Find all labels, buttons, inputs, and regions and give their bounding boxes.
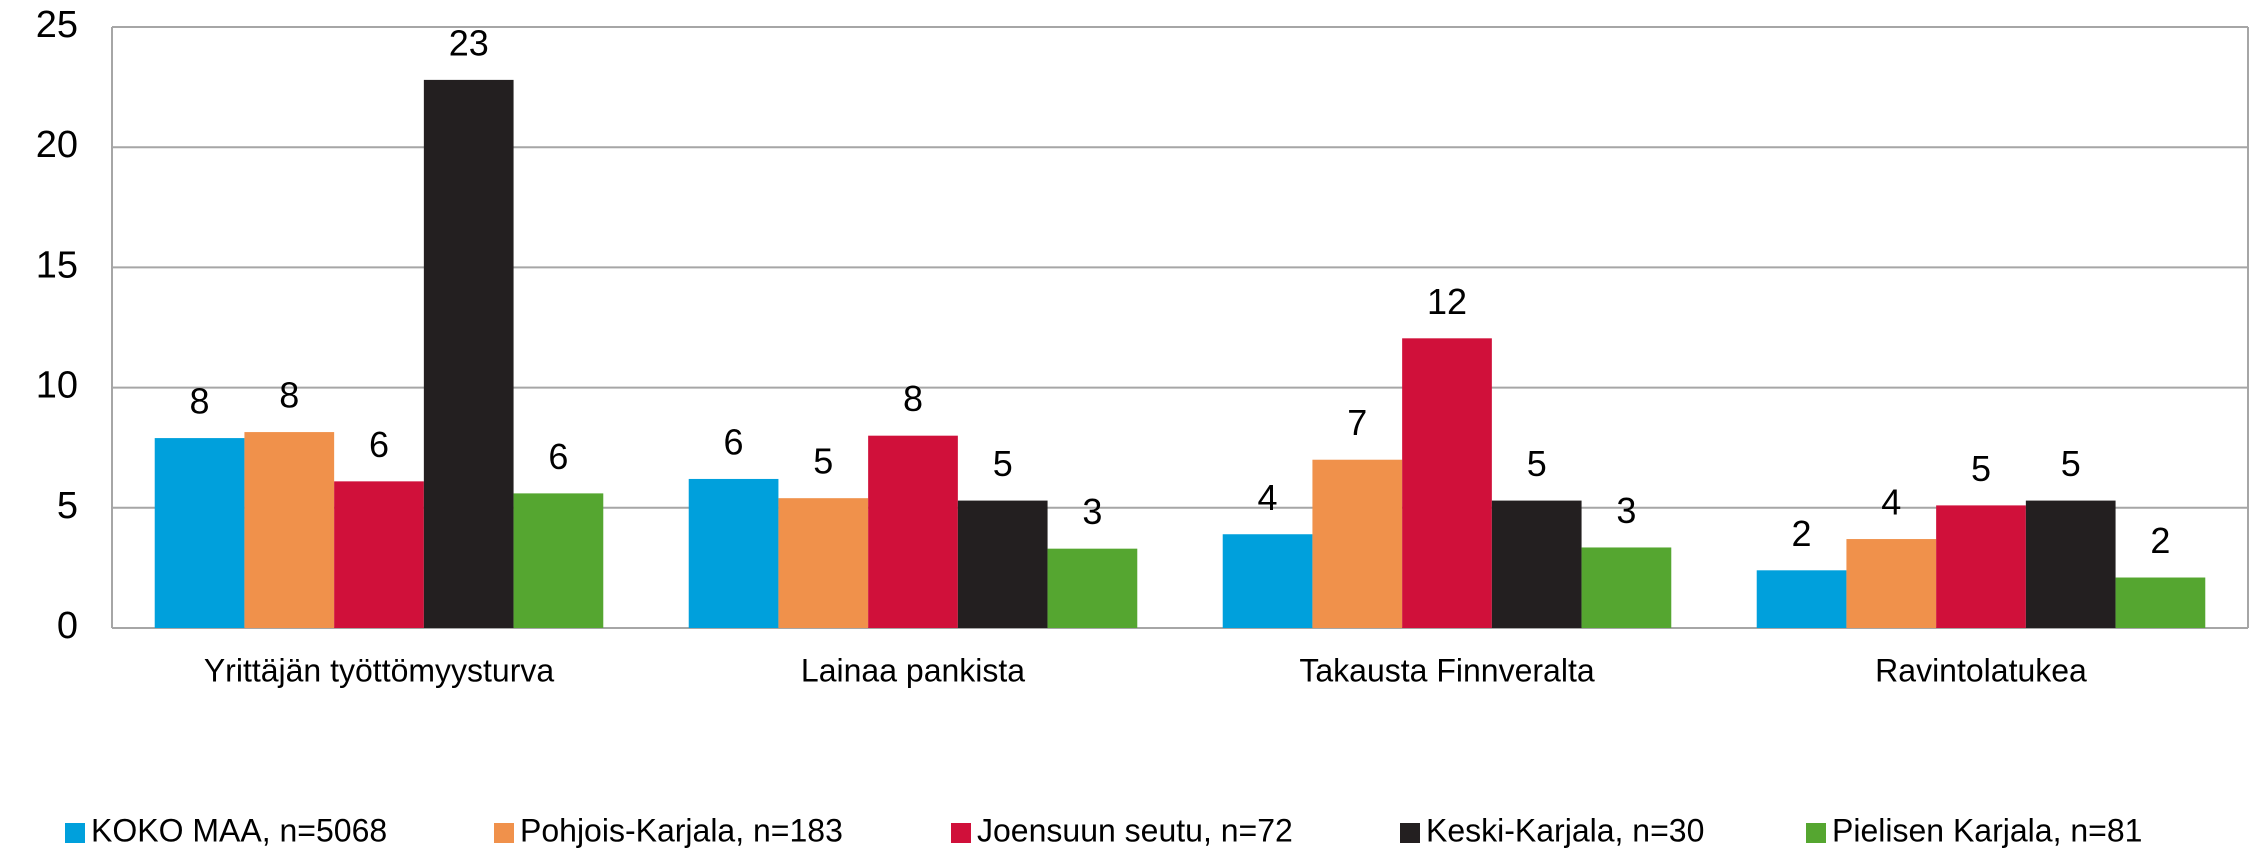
bar xyxy=(1756,570,1847,628)
bar xyxy=(1491,500,1582,628)
value-label: 6 xyxy=(369,424,389,465)
legend-swatch xyxy=(494,823,514,843)
y-tick-label: 5 xyxy=(57,485,78,527)
bar xyxy=(513,493,604,628)
value-label: 4 xyxy=(1258,477,1278,518)
bar xyxy=(1936,505,2026,628)
value-label: 2 xyxy=(1792,513,1812,554)
y-tick-label: 25 xyxy=(36,4,78,46)
x-tick-label: Ravintolatukea xyxy=(1875,652,2087,688)
value-label: 5 xyxy=(2061,443,2081,484)
value-label: 8 xyxy=(190,381,210,422)
value-label: 7 xyxy=(1347,402,1367,443)
legend-label: KOKO MAA, n=5068 xyxy=(91,812,387,848)
bar xyxy=(423,79,514,628)
bar xyxy=(1402,338,1492,628)
value-label: 3 xyxy=(1616,490,1636,531)
legend-label: Joensuun seutu, n=72 xyxy=(977,812,1293,848)
value-label: 2 xyxy=(2150,520,2170,561)
legend-label: Keski-Karjala, n=30 xyxy=(1426,812,1704,848)
legend-label: Pohjois-Karjala, n=183 xyxy=(520,812,843,848)
bar xyxy=(244,432,335,628)
y-tick-label: 10 xyxy=(36,365,78,407)
value-label: 8 xyxy=(903,378,923,419)
x-tick-label: Yrittäjän työttömyysturva xyxy=(204,652,555,688)
bar xyxy=(1581,547,1672,628)
bar xyxy=(1312,459,1403,628)
y-tick-label: 20 xyxy=(36,124,78,166)
x-tick-label: Takausta Finnveralta xyxy=(1299,652,1594,688)
value-label: 23 xyxy=(449,22,489,63)
bar xyxy=(2115,577,2206,628)
value-label: 3 xyxy=(1082,491,1102,532)
legend-label: Pielisen Karjala, n=81 xyxy=(1832,812,2142,848)
bar xyxy=(688,478,779,628)
x-tick-label: Lainaa pankista xyxy=(801,652,1025,688)
y-tick-label: 0 xyxy=(57,605,78,647)
legend-swatch xyxy=(1400,823,1420,843)
bar xyxy=(154,438,245,628)
legend-swatch xyxy=(65,823,85,843)
bar xyxy=(957,500,1048,628)
value-label: 5 xyxy=(813,441,833,482)
bar xyxy=(2025,500,2116,628)
bar xyxy=(1047,548,1138,628)
bar xyxy=(1846,539,1937,628)
value-label: 6 xyxy=(548,436,568,477)
value-label: 6 xyxy=(724,421,744,462)
bar xyxy=(868,435,958,628)
value-label: 12 xyxy=(1427,281,1467,322)
bar xyxy=(778,498,869,628)
value-label: 5 xyxy=(1527,443,1547,484)
value-label: 5 xyxy=(1971,448,1991,489)
value-label: 4 xyxy=(1881,482,1901,523)
value-label: 8 xyxy=(279,375,299,416)
y-tick-label: 15 xyxy=(36,244,78,286)
value-label: 5 xyxy=(993,443,1013,484)
bar xyxy=(1222,534,1313,628)
bar xyxy=(334,481,424,628)
legend-swatch xyxy=(1806,823,1826,843)
legend-swatch xyxy=(951,823,971,843)
